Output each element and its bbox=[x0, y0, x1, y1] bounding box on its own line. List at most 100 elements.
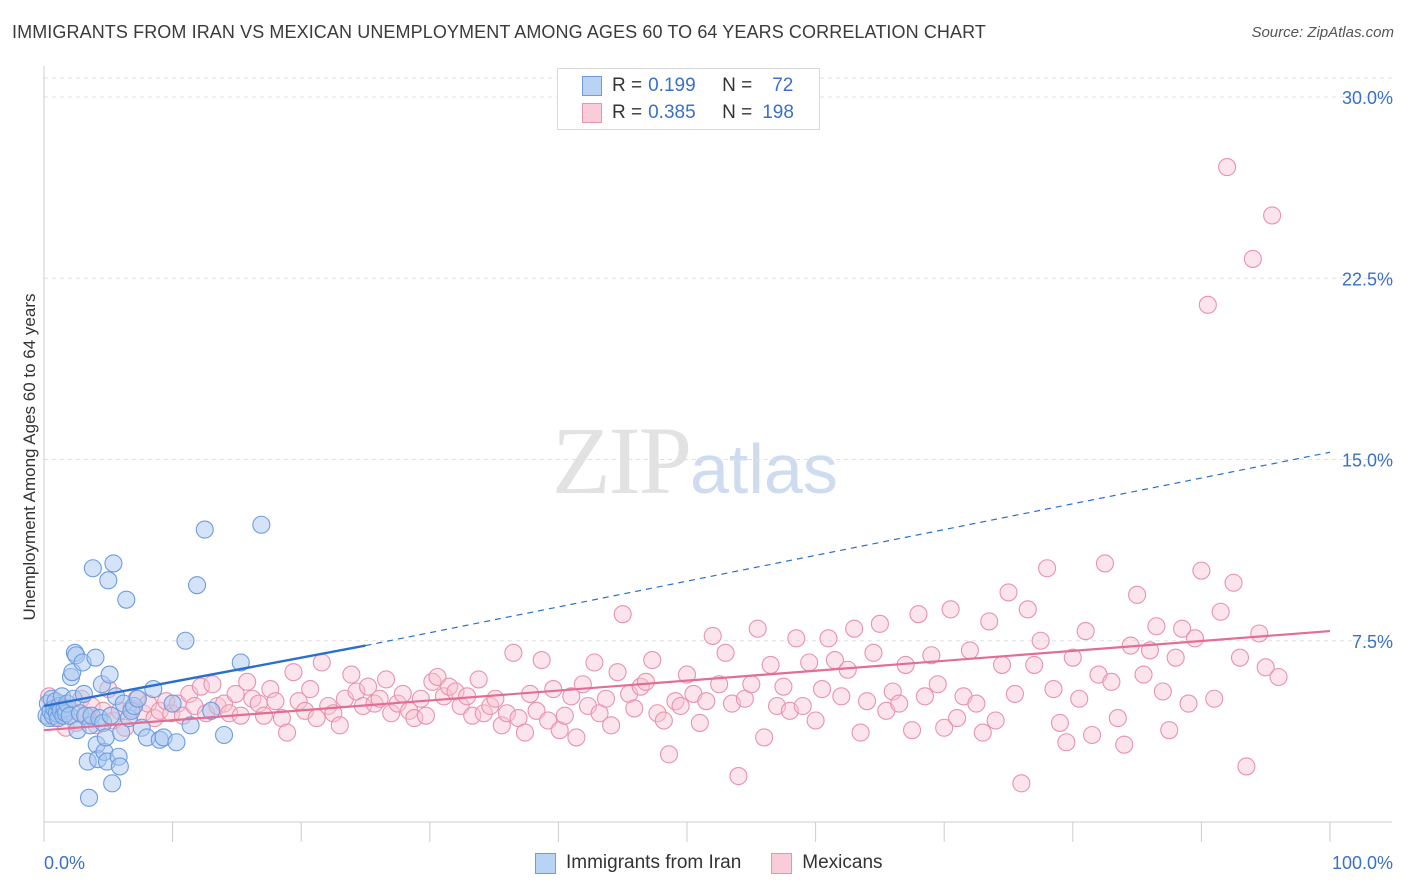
mexicans-point bbox=[1198, 295, 1217, 314]
iran-point bbox=[96, 728, 115, 747]
mexicans-point bbox=[755, 728, 774, 747]
mexicans-point bbox=[999, 583, 1018, 602]
mexicans-point bbox=[469, 670, 488, 689]
iran-swatch bbox=[582, 76, 602, 96]
watermark-atlas: atlas bbox=[690, 430, 838, 508]
mexicans-point bbox=[659, 745, 679, 764]
y-tick-label: 30.0% bbox=[1342, 88, 1393, 108]
mexicans-point bbox=[800, 653, 819, 672]
mexicans-point bbox=[890, 694, 909, 713]
mexicans-point bbox=[428, 667, 447, 687]
mexicans-point bbox=[851, 723, 870, 742]
mexicans-point bbox=[1205, 689, 1224, 708]
mexicans-point bbox=[474, 704, 493, 723]
mexicans-point bbox=[532, 651, 551, 670]
mexicans-point bbox=[226, 684, 245, 703]
mexicans-point bbox=[578, 696, 598, 716]
iran-swatch bbox=[535, 852, 556, 874]
iran-trend-extension bbox=[365, 451, 1331, 647]
r-label: R = bbox=[612, 102, 643, 123]
mexicans-point bbox=[539, 711, 558, 730]
mexicans-point bbox=[832, 687, 851, 706]
mexicans-point bbox=[806, 711, 825, 730]
iran-point bbox=[100, 665, 119, 684]
mexicans-point bbox=[411, 689, 430, 708]
iran-point bbox=[252, 515, 271, 534]
mexicans-point bbox=[710, 675, 729, 694]
mexicans-point bbox=[1153, 682, 1172, 701]
mexicans-point bbox=[636, 672, 655, 691]
mexicans-point bbox=[812, 680, 832, 699]
mexicans-point bbox=[1134, 665, 1153, 684]
mexicans-point bbox=[973, 723, 992, 742]
iran-point bbox=[187, 576, 207, 595]
mexicans-point bbox=[1147, 617, 1166, 636]
mexicans-point bbox=[596, 689, 616, 708]
iran-point bbox=[167, 733, 186, 752]
mexicans-point bbox=[1108, 709, 1127, 728]
iran-point bbox=[110, 757, 129, 776]
mexicans-point bbox=[1012, 774, 1031, 793]
mexicans-point bbox=[677, 665, 697, 684]
mexicans-point bbox=[1025, 655, 1044, 674]
iran-point bbox=[181, 716, 200, 735]
mexicans-point bbox=[1211, 602, 1230, 621]
mexicans-point bbox=[272, 709, 291, 728]
chart-title: IMMIGRANTS FROM IRAN VS MEXICAN UNEMPLOY… bbox=[12, 22, 986, 42]
iran-point bbox=[195, 520, 214, 539]
iran-point bbox=[101, 706, 120, 725]
mexicans-point bbox=[1102, 672, 1121, 691]
mexicans-point bbox=[191, 677, 210, 696]
mexicans-point bbox=[608, 663, 627, 682]
mexicans-point bbox=[948, 709, 967, 728]
iran-point bbox=[103, 774, 122, 793]
mexicans-point bbox=[1018, 600, 1037, 619]
iran-point bbox=[202, 701, 221, 720]
iran-point bbox=[163, 694, 182, 713]
mexicans-point bbox=[690, 713, 709, 732]
iran-point bbox=[128, 689, 147, 708]
mexicans-point bbox=[497, 704, 517, 723]
iran-point bbox=[99, 571, 118, 590]
stats-row-iran: R = 0.199 N = 72 bbox=[582, 73, 793, 99]
mexicans-point bbox=[1063, 648, 1082, 667]
mexicans-point bbox=[1269, 667, 1288, 687]
mexicans-point bbox=[1038, 559, 1057, 578]
mexicans-point bbox=[238, 672, 257, 691]
y-tick-label: 7.5% bbox=[1352, 632, 1393, 652]
mexicans-point bbox=[729, 767, 748, 786]
mexicans-point bbox=[416, 706, 435, 725]
mexicans-swatch bbox=[582, 103, 602, 123]
mexicans-point bbox=[1250, 624, 1269, 643]
mexicans-point bbox=[504, 643, 523, 662]
mexicans-point bbox=[377, 670, 396, 689]
mexicans-point bbox=[1218, 158, 1237, 177]
r-value: 0.199 bbox=[648, 75, 696, 96]
n-label: N = bbox=[722, 75, 753, 96]
iran-point bbox=[214, 725, 234, 745]
mexicans-point bbox=[567, 728, 586, 747]
mexicans-point bbox=[312, 653, 331, 672]
mexicans-point bbox=[261, 680, 280, 699]
n-value: 72 bbox=[772, 75, 794, 96]
mexicans-point bbox=[446, 682, 465, 701]
mexicans-point bbox=[301, 680, 320, 699]
mexicans-point bbox=[1076, 622, 1095, 641]
mexicans-point bbox=[544, 680, 563, 699]
mexicans-point bbox=[382, 704, 401, 723]
mexicans-point bbox=[748, 619, 767, 638]
stats-legend: R = 0.199 N = 72 R = 0.385 N = 198 bbox=[557, 68, 820, 130]
x-tick-label: 100.0% bbox=[1332, 853, 1393, 873]
mexicans-point bbox=[793, 696, 812, 716]
mexicans-point bbox=[648, 704, 667, 723]
n-label: N = bbox=[722, 102, 753, 123]
watermark: ZIPatlas bbox=[552, 405, 838, 516]
iran-point bbox=[79, 788, 99, 807]
y-axis-label: Unemployment Among Ages 60 to 64 years bbox=[20, 294, 39, 621]
mexicans-point bbox=[203, 675, 222, 694]
mexicans-point bbox=[527, 701, 546, 720]
mexicans-point bbox=[1128, 585, 1147, 604]
mexicans-point bbox=[266, 692, 285, 711]
mexicans-point bbox=[671, 696, 690, 716]
iran-point bbox=[83, 559, 102, 578]
